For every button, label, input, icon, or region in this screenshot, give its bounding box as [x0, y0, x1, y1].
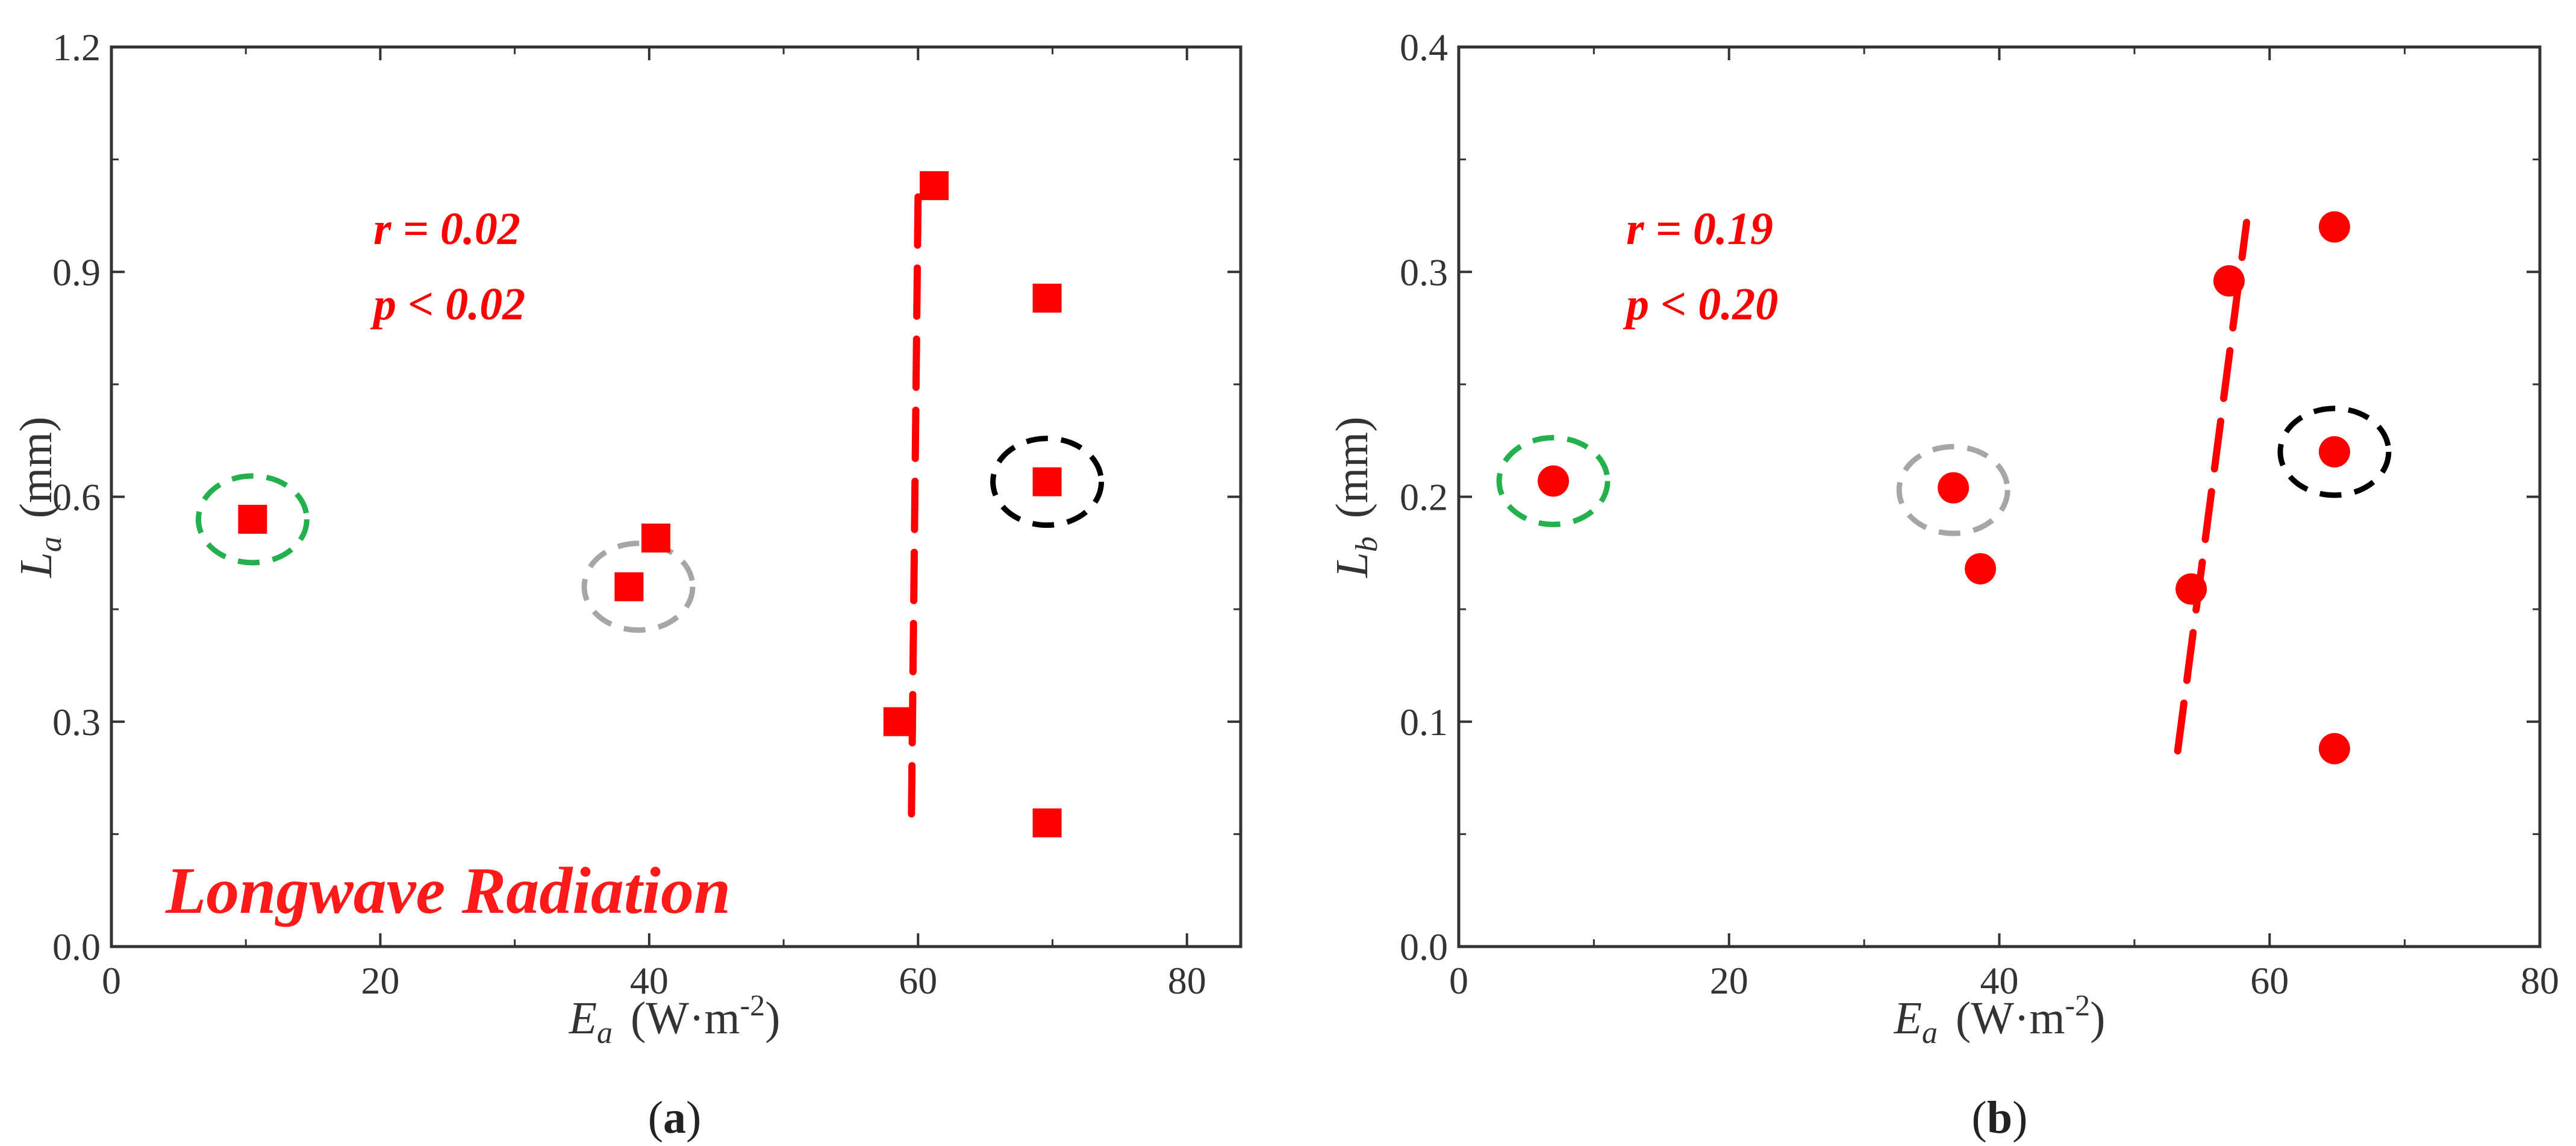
y-tick-label: 0.6 — [52, 476, 101, 519]
panel-a: 0 20 40 60 80 0.0 0.3 0.6 0.9 1.2 r = 0.02 p < 0.… — [11, 26, 1243, 1143]
data-point — [1538, 465, 1570, 497]
y-tick-label: 0.9 — [52, 251, 101, 293]
panel-b-fit-line — [2174, 219, 2251, 755]
data-point — [1032, 808, 1062, 838]
panel-a-longwave-label: Longwave Radiation — [165, 854, 731, 927]
x-tick-label: 60 — [2250, 959, 2289, 1002]
panel-a-fit-line — [908, 193, 922, 830]
x-tick-label: 60 — [899, 959, 937, 1002]
x-tick-label: 20 — [1710, 959, 1748, 1002]
data-point — [1965, 553, 1997, 584]
data-point — [2213, 265, 2245, 297]
data-point — [614, 572, 644, 601]
data-point — [2318, 733, 2350, 765]
panel-a-r-annotation: r = 0.02 — [373, 204, 520, 254]
highlight-ellipse — [2277, 405, 2392, 498]
data-point — [2318, 211, 2350, 243]
panel-a-highlights — [195, 436, 1105, 633]
x-tick-label: 0 — [102, 959, 121, 1002]
highlight-ellipse — [990, 436, 1105, 528]
data-point — [641, 523, 671, 553]
data-point — [238, 504, 267, 534]
highlight-ellipse — [1896, 443, 2010, 536]
panel-b-y-axis-label: Lb(mm) — [1327, 416, 1384, 578]
panel-b-highlights — [1496, 405, 2392, 536]
x-tick-label: 40 — [630, 959, 669, 1002]
panel-a-p-annotation: p < 0.02 — [370, 279, 525, 330]
y-tick-label: 0.3 — [1400, 251, 1448, 293]
panel-b-x-axis-label: Ea (W·m-2) — [1894, 988, 2106, 1050]
data-point — [1032, 467, 1062, 496]
panel-b-ticks: 0 20 40 60 80 0.0 0.1 0.2 0.3 0.4 — [1400, 26, 2559, 1002]
data-point — [920, 171, 949, 201]
y-tick-label: 0.1 — [1400, 701, 1448, 744]
data-point — [2175, 573, 2207, 605]
panel-b-p-annotation: p < 0.20 — [1623, 279, 1778, 330]
panel-b-plot-frame — [1457, 45, 2542, 948]
y-tick-label: 1.2 — [52, 26, 101, 69]
panel-b-points — [1538, 211, 2350, 765]
data-point — [1032, 283, 1062, 313]
x-tick-label: 40 — [1980, 959, 2019, 1002]
panel-a-ticks: 0 20 40 60 80 0.0 0.3 0.6 0.9 1.2 — [52, 26, 1241, 1002]
x-tick-label: 80 — [1168, 959, 1206, 1002]
data-point — [2318, 436, 2350, 468]
x-tick-label: 80 — [2521, 959, 2559, 1002]
panel-b: 0 20 40 60 80 0.0 0.1 0.2 0.3 0.4 r = 0.19 p < 0.… — [1327, 26, 2559, 1143]
panel-a-plot-frame — [110, 45, 1243, 948]
x-tick-label: 0 — [1449, 959, 1468, 1002]
y-tick-label: 0.2 — [1400, 476, 1448, 519]
y-tick-label: 0.4 — [1400, 26, 1448, 69]
panel-a-y-axis-label: La(mm) — [11, 416, 68, 578]
highlight-ellipse — [195, 473, 310, 566]
data-point — [883, 707, 912, 736]
highlight-ellipse — [581, 540, 696, 633]
y-tick-label: 0.0 — [1400, 925, 1448, 968]
data-point — [1938, 472, 1969, 504]
y-tick-label: 0.3 — [52, 701, 101, 744]
x-tick-label: 20 — [361, 959, 399, 1002]
y-tick-label: 0.0 — [52, 925, 101, 968]
panel-a-points — [238, 171, 1062, 838]
panel-a-label: (a) — [648, 1092, 702, 1143]
highlight-ellipse — [1496, 434, 1611, 527]
panel-b-label: (b) — [1972, 1092, 2028, 1143]
panel-b-r-annotation: r = 0.19 — [1626, 204, 1773, 254]
panel-a-x-axis-label: Ea (W·m-2) — [569, 988, 781, 1050]
